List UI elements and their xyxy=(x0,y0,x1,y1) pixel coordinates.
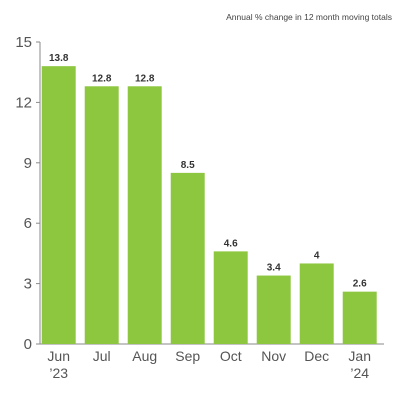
x-tick-label: Jan xyxy=(348,348,371,364)
x-axis: Jun’23 Jul Aug Sep Oct Nov Dec Jan’24 xyxy=(40,343,384,381)
bar xyxy=(299,263,334,344)
data-labels: 13.8 12.8 12.8 8.5 4.6 3.4 4 2.6 xyxy=(49,53,367,289)
bar xyxy=(170,172,205,344)
y-tick-label: 12 xyxy=(15,94,32,111)
data-label: 8.5 xyxy=(181,160,195,171)
data-label: 12.8 xyxy=(92,73,112,84)
x-tick-sublabel: ’24 xyxy=(350,365,369,381)
bar xyxy=(256,275,291,344)
y-tick-label: 15 xyxy=(15,34,32,51)
x-tick-label: Dec xyxy=(304,348,329,364)
data-label: 4 xyxy=(314,250,320,261)
chart-subtitle: Annual % change in 12 month moving total… xyxy=(226,12,392,22)
x-tick-sublabel: ’23 xyxy=(49,365,68,381)
bar xyxy=(41,66,76,344)
data-label: 2.6 xyxy=(353,279,367,290)
x-tick-label: Aug xyxy=(132,348,157,364)
bars xyxy=(41,66,377,344)
x-tick-label: Jul xyxy=(93,348,111,364)
data-label: 3.4 xyxy=(267,263,281,274)
bar xyxy=(342,291,377,344)
bar xyxy=(127,86,162,344)
x-tick-label: Jun xyxy=(47,348,70,364)
x-tick-label: Sep xyxy=(175,348,200,364)
x-tick-label: Nov xyxy=(261,348,286,364)
y-tick-label: 6 xyxy=(24,215,32,232)
y-tick-label: 3 xyxy=(24,276,32,293)
y-tick-label: 0 xyxy=(24,336,32,353)
data-label: 12.8 xyxy=(135,73,155,84)
y-axis: 0 3 6 9 12 15 xyxy=(15,34,41,353)
bar xyxy=(84,86,119,344)
bar xyxy=(213,251,248,344)
y-tick-label: 9 xyxy=(24,155,32,172)
data-label: 4.6 xyxy=(224,238,238,249)
data-label: 13.8 xyxy=(49,53,69,64)
x-tick-label: Oct xyxy=(220,348,242,364)
